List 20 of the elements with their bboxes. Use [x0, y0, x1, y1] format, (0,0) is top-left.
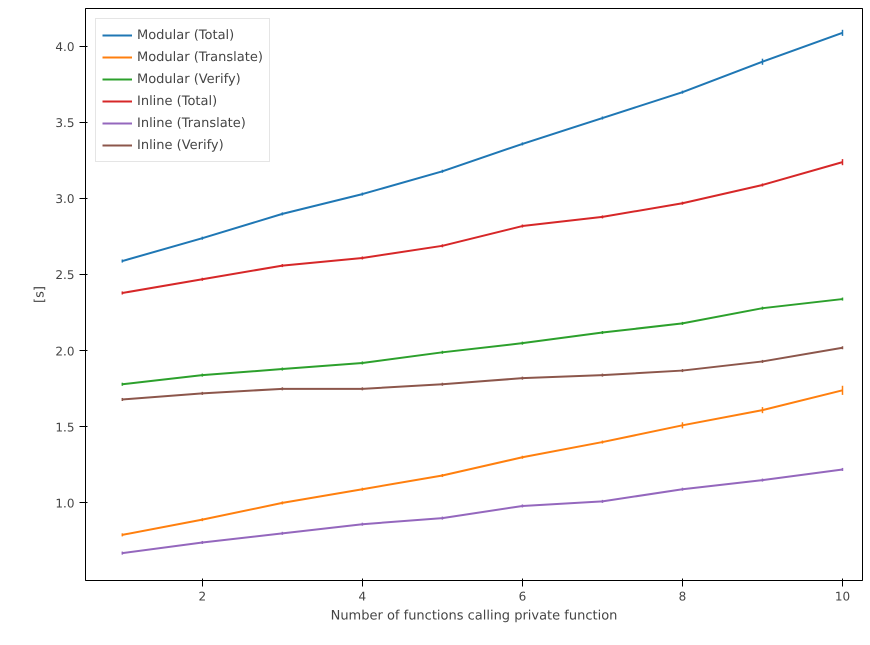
y-tick-label: 1.5	[55, 420, 75, 434]
y-tick-label: 3.5	[55, 116, 75, 130]
x-tick-label: 6	[518, 590, 526, 604]
y-tick-label: 2.0	[55, 344, 75, 358]
legend-label: Modular (Verify)	[137, 72, 241, 86]
y-tick-label: 2.5	[55, 268, 75, 282]
x-tick-label: 4	[358, 590, 366, 604]
y-tick-label: 3.0	[55, 192, 75, 206]
y-tick-label: 4.0	[55, 40, 75, 54]
x-tick-label: 10	[834, 590, 850, 604]
legend-label: Inline (Total)	[137, 94, 218, 108]
y-tick-label: 1.0	[55, 496, 75, 510]
legend-label: Modular (Translate)	[137, 50, 263, 64]
legend-label: Inline (Translate)	[137, 116, 246, 130]
y-axis-title: [s]	[32, 286, 48, 303]
x-tick-label: 2	[198, 590, 206, 604]
x-axis-title: Number of functions calling private function	[330, 608, 618, 624]
legend-label: Inline (Verify)	[137, 138, 224, 152]
x-tick-label: 8	[678, 590, 686, 604]
legend-label: Modular (Total)	[137, 28, 234, 42]
